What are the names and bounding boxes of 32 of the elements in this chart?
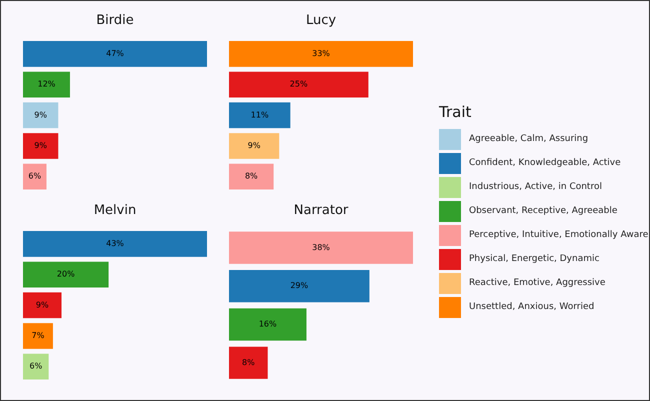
data-label: 8% [244, 172, 258, 181]
chart-title: Birdie [96, 13, 134, 28]
legend-label: Reactive, Emotive, Aggressive [469, 278, 606, 288]
legend-label: Physical, Energetic, Dynamic [469, 254, 600, 264]
data-label: 25% [290, 80, 308, 89]
data-label: 6% [29, 362, 43, 371]
data-label: 38% [312, 242, 330, 252]
legend-label: Confident, Knowledgeable, Active [469, 158, 621, 168]
data-label: 12% [38, 80, 56, 89]
chart-title: Melvin [94, 203, 136, 218]
data-label: 47% [106, 49, 124, 58]
chart-title: Lucy [306, 13, 336, 28]
legend-label: Industrious, Active, in Control [469, 182, 602, 192]
data-label: 20% [56, 270, 76, 279]
data-label: 9% [36, 300, 49, 310]
data-label: 16% [258, 320, 278, 329]
data-label: 11% [250, 110, 269, 120]
data-label: 9% [34, 110, 48, 120]
legend-title: Trait [439, 103, 472, 121]
data-label: 6% [28, 172, 42, 181]
data-label: 7% [32, 331, 45, 340]
data-label: 29% [290, 281, 308, 290]
data-label: 8% [242, 358, 256, 367]
legend-label: Unsettled, Anxious, Worried [469, 302, 594, 312]
legend-label: Perceptive, Intuitive, Emotionally Aware [469, 230, 648, 240]
data-label: 9% [248, 141, 261, 150]
legend-label: Observant, Receptive, Agreeable [469, 206, 618, 216]
data-label: 9% [34, 141, 48, 150]
legend-label: Agreeable, Calm, Assuring [469, 134, 588, 144]
chart-title: Narrator [294, 203, 349, 218]
data-label: 33% [312, 49, 330, 58]
data-label: 43% [106, 239, 124, 248]
